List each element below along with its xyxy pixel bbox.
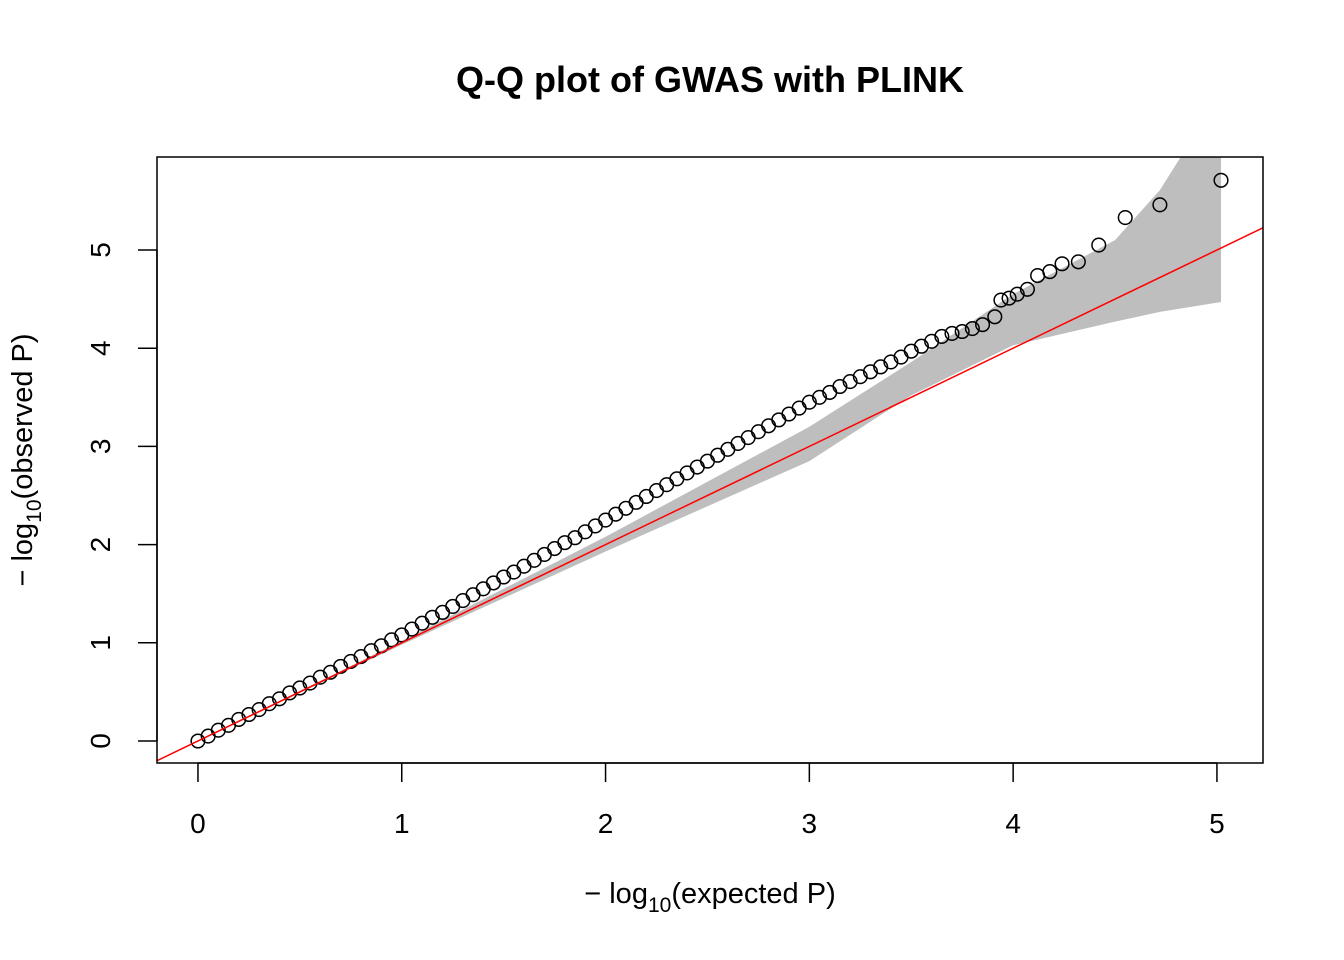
point [1001, 290, 1017, 306]
y-label-suffix: (observed P) [7, 333, 39, 499]
point [659, 477, 675, 493]
point [190, 733, 206, 749]
point [384, 632, 400, 648]
point [669, 471, 685, 487]
point [883, 354, 899, 370]
point [577, 524, 593, 540]
point [333, 658, 349, 674]
point [638, 488, 654, 505]
point [987, 309, 1003, 325]
line-layer [157, 227, 1263, 762]
point [516, 558, 532, 574]
point [455, 593, 471, 609]
point [720, 441, 736, 457]
y-tick-label: 0 [85, 733, 116, 749]
y-label-prefix: − log [7, 523, 39, 587]
point [913, 338, 929, 354]
point [1070, 254, 1086, 270]
point [557, 535, 573, 551]
point [924, 333, 940, 349]
point [1009, 286, 1025, 302]
point [1042, 264, 1058, 280]
point [903, 343, 919, 359]
point [975, 317, 991, 333]
point [343, 653, 359, 670]
point [944, 325, 960, 342]
point [241, 706, 257, 723]
point [231, 711, 247, 727]
y-axis-label: − log10(observed P) [7, 333, 46, 586]
point [312, 669, 328, 685]
point [811, 389, 828, 405]
point [954, 323, 970, 340]
point [648, 483, 665, 499]
point [781, 406, 797, 422]
point [547, 540, 563, 557]
point [750, 424, 766, 440]
y-tick-label: 5 [85, 242, 116, 258]
point [710, 447, 726, 463]
point [730, 435, 746, 452]
chart-title: Q-Q plot of GWAS with PLINK [456, 59, 964, 100]
point [445, 598, 461, 615]
point [679, 465, 695, 481]
x-tick-label: 3 [802, 808, 818, 839]
point [1019, 281, 1035, 297]
y-tick-label: 2 [85, 537, 116, 553]
reference-line [157, 227, 1263, 762]
point [526, 552, 542, 568]
point [587, 518, 603, 534]
point [618, 500, 634, 516]
confidence-band [197, 157, 1222, 742]
point [210, 722, 226, 738]
point [536, 546, 552, 562]
point [485, 575, 502, 591]
y-tick-label: 1 [85, 635, 116, 651]
point [496, 569, 512, 585]
x-tick-label: 2 [598, 808, 614, 839]
point [404, 621, 420, 637]
point [1054, 256, 1070, 272]
x-tick-label: 5 [1209, 808, 1225, 839]
y-label-subscript: 10 [23, 499, 46, 522]
point [934, 328, 950, 344]
point [475, 581, 491, 597]
x-label-suffix: (expected P) [671, 878, 835, 910]
x-label-prefix: − log [584, 878, 648, 910]
point [1091, 237, 1107, 253]
point [414, 615, 430, 631]
point [964, 321, 980, 337]
point [424, 609, 440, 625]
point [608, 506, 624, 522]
x-label-subscript: 10 [648, 894, 671, 917]
point [771, 412, 787, 428]
point [852, 369, 868, 385]
x-tick-label: 1 [394, 808, 410, 839]
point [1117, 210, 1133, 226]
band-layer [197, 157, 1222, 742]
point [465, 587, 481, 603]
point [862, 364, 879, 380]
point [628, 494, 644, 510]
y-tick-label: 4 [85, 340, 116, 356]
point [801, 394, 817, 410]
x-axis-label: − log10(expected P) [584, 878, 835, 917]
point [993, 292, 1009, 308]
point [791, 400, 807, 416]
x-tick-label: 4 [1005, 808, 1021, 839]
y-tick-label: 3 [85, 439, 116, 455]
point [873, 359, 889, 375]
point [1152, 197, 1168, 213]
point-layer [190, 172, 1229, 749]
point [689, 459, 705, 475]
point [842, 374, 858, 390]
point [761, 418, 777, 434]
point [1213, 172, 1229, 188]
point [740, 430, 756, 446]
point [832, 378, 848, 395]
point [598, 512, 614, 528]
point [699, 453, 716, 469]
x-tick-label: 0 [190, 808, 206, 839]
